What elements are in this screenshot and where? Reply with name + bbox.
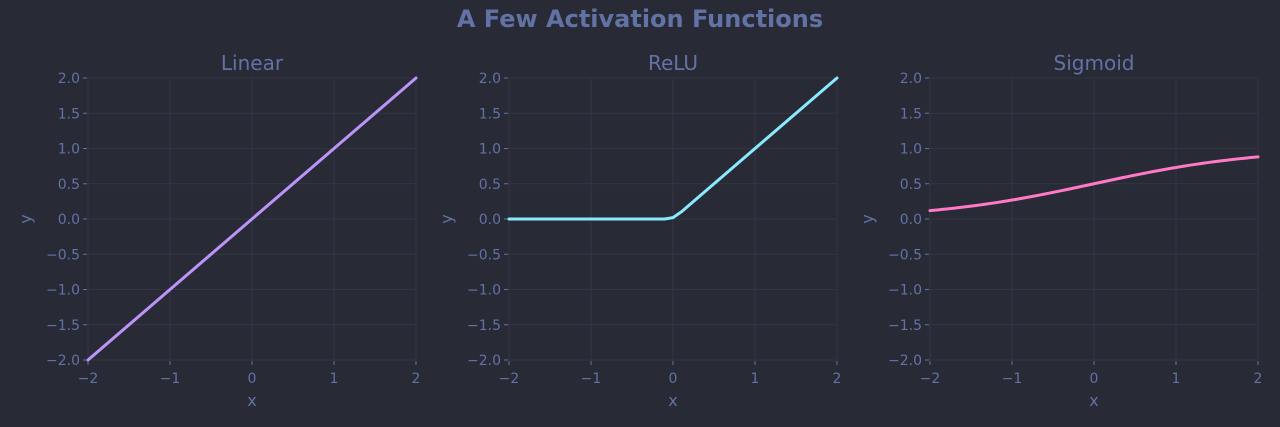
x-tick-label: 2 xyxy=(412,371,421,387)
x-tick-label: −2 xyxy=(499,371,520,387)
y-tick-label: 0.5 xyxy=(58,177,80,193)
x-tick-label: −1 xyxy=(1002,371,1023,387)
x-axis-label: x xyxy=(668,391,677,410)
panel-title: ReLU xyxy=(648,51,698,75)
y-tick-label: −0.5 xyxy=(46,247,80,263)
x-tick-label: 1 xyxy=(1172,371,1181,387)
y-tick-label: 2.0 xyxy=(479,71,501,87)
chart-panel-sigmoid: Sigmoid −2.0 −1.5 −1.0 −0.5 0.0 0.5 1.0 1.5 2.0 −2… xyxy=(858,51,1262,410)
x-tick-label: 2 xyxy=(833,371,842,387)
x-tick-label: −2 xyxy=(920,371,941,387)
x-tick-label: −2 xyxy=(78,371,99,387)
y-tick-label: −1.0 xyxy=(467,283,501,299)
y-axis-label: y xyxy=(858,214,877,223)
panel-title: Sigmoid xyxy=(1054,51,1135,75)
y-tick-label: 0.0 xyxy=(479,212,501,228)
y-tick-label: 1.0 xyxy=(479,142,501,158)
y-tick-label: 0.0 xyxy=(58,212,80,228)
x-tick-label: 1 xyxy=(330,371,339,387)
x-tick-label: 0 xyxy=(248,371,257,387)
panel-title: Linear xyxy=(221,51,284,75)
x-tick-label: 2 xyxy=(1254,371,1263,387)
series-line-sigmoid xyxy=(928,155,1260,213)
y-tick-label: −2.0 xyxy=(467,353,501,369)
y-tick-label: 1.0 xyxy=(900,142,922,158)
x-axis-label: x xyxy=(247,391,256,410)
y-tick-label: 0.0 xyxy=(900,212,922,228)
y-tick-label: 1.5 xyxy=(58,106,80,122)
y-tick-label: −2.0 xyxy=(888,353,922,369)
y-tick-label: 1.5 xyxy=(479,106,501,122)
y-tick-label: −0.5 xyxy=(888,247,922,263)
y-tick-label: 1.0 xyxy=(58,142,80,158)
y-tick-label: −1.5 xyxy=(46,318,80,334)
y-tick-label: −2.0 xyxy=(46,353,80,369)
y-tick-label: −1.0 xyxy=(46,283,80,299)
y-tick-label: −1.0 xyxy=(888,283,922,299)
x-tick-label: 1 xyxy=(751,371,760,387)
y-tick-label: −1.5 xyxy=(888,318,922,334)
x-axis-label: x xyxy=(1089,391,1098,410)
y-tick-label: 0.5 xyxy=(900,177,922,193)
chart-panel-linear: Linear −2.0 −1.5 −1.0 −0.5 0.0 0.5 1.0 1.5 2.0 −2 −… xyxy=(16,51,420,410)
series-line-linear xyxy=(86,76,418,362)
y-tick-label: −1.5 xyxy=(467,318,501,334)
y-tick-label: 2.0 xyxy=(58,71,80,87)
y-tick-label: −0.5 xyxy=(467,247,501,263)
x-tick-label: 0 xyxy=(669,371,678,387)
y-tick-label: 0.5 xyxy=(479,177,501,193)
y-tick-label: 1.5 xyxy=(900,106,922,122)
series-line-relu xyxy=(507,76,839,221)
y-tick-label: 2.0 xyxy=(900,71,922,87)
x-tick-label: 0 xyxy=(1090,371,1099,387)
chart-panel-relu: ReLU −2.0 −1.5 −1.0 −0.5 0.0 0.5 1.0 1.5 2.0 −2 −1 0… xyxy=(437,51,841,410)
x-tick-label: −1 xyxy=(581,371,602,387)
y-axis-label: y xyxy=(437,214,456,223)
x-tick-label: −1 xyxy=(160,371,181,387)
y-axis-label: y xyxy=(16,214,35,223)
figure-title: A Few Activation Functions xyxy=(457,5,823,33)
